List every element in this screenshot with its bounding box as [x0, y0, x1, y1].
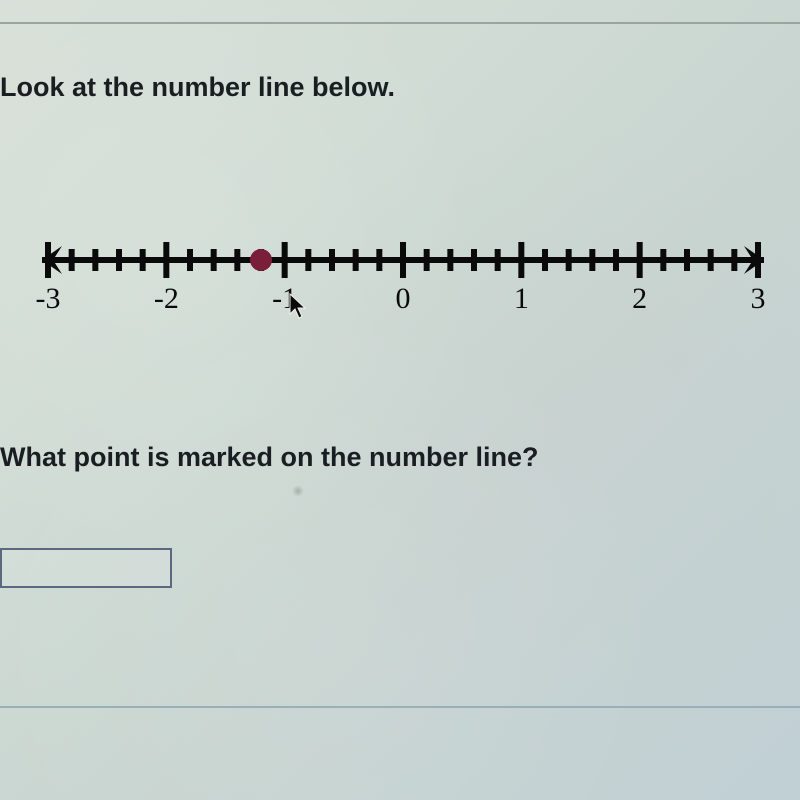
svg-text:3: 3	[751, 282, 766, 315]
top-divider	[0, 22, 800, 24]
svg-text:0: 0	[396, 282, 411, 315]
answer-input[interactable]	[0, 548, 172, 588]
screen-smudge	[292, 485, 304, 497]
svg-text:-3: -3	[36, 282, 61, 315]
svg-text:-2: -2	[154, 282, 179, 315]
number-line: -3-2-10123	[0, 236, 800, 316]
svg-text:2: 2	[632, 282, 647, 315]
screen-texture	[0, 0, 800, 800]
number-line-svg: -3-2-10123	[0, 236, 800, 326]
bottom-divider	[0, 706, 800, 708]
mouse-cursor-icon	[288, 292, 308, 320]
instruction-text: Look at the number line below.	[0, 72, 395, 103]
question-text: What point is marked on the number line?	[0, 442, 539, 473]
svg-text:1: 1	[514, 282, 529, 315]
